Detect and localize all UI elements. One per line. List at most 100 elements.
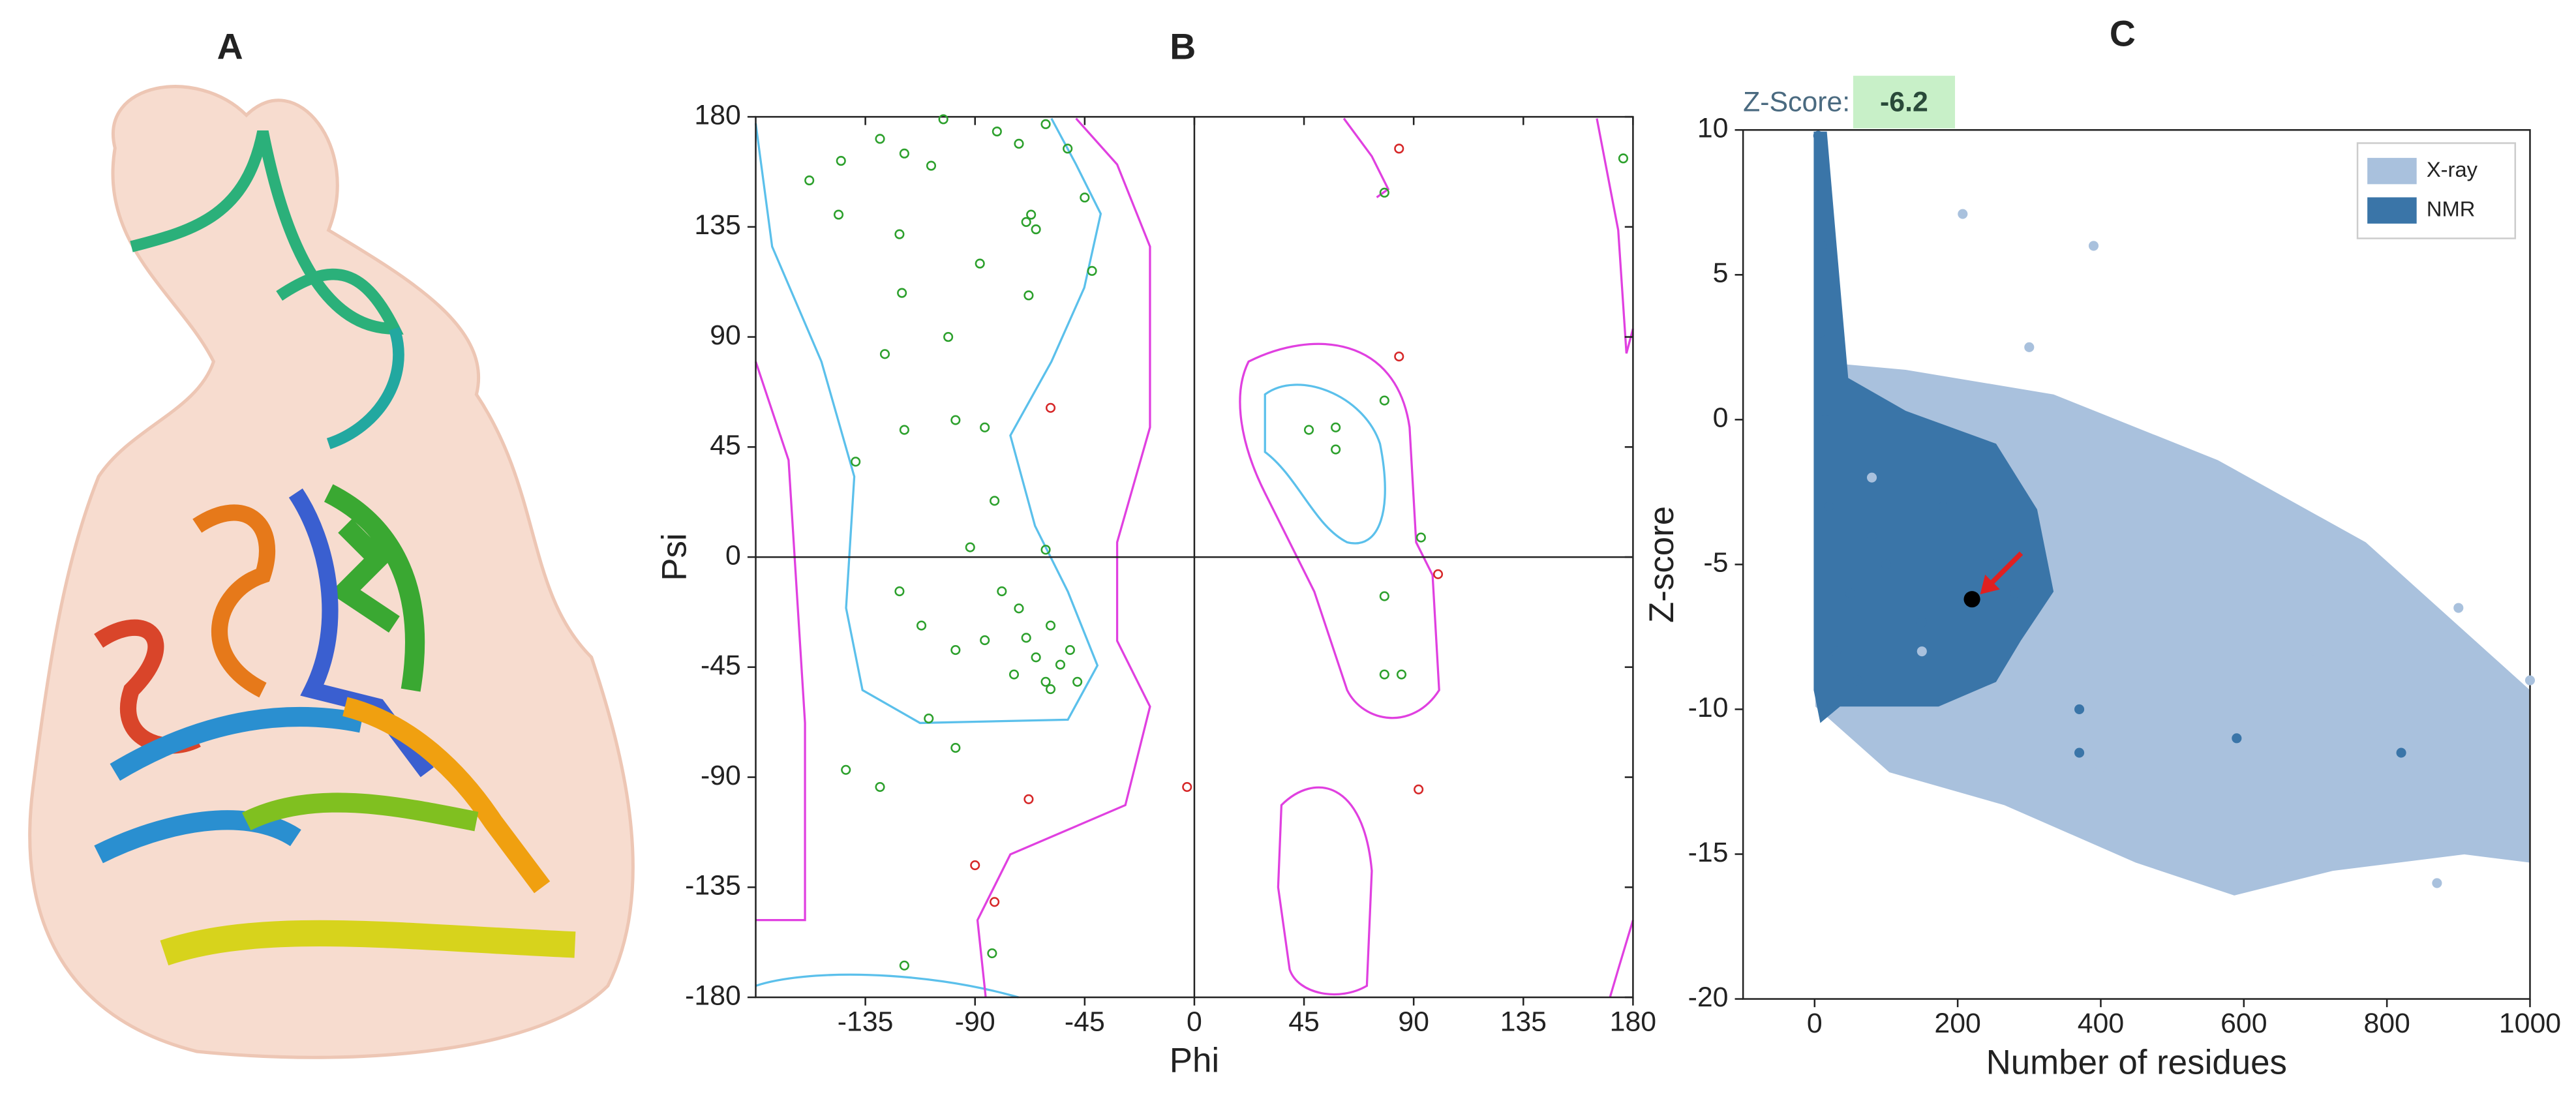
data-point (2275, 864, 2285, 874)
data-point (1023, 794, 1034, 804)
data-point (851, 457, 861, 467)
data-point (1416, 532, 1426, 543)
data-point (899, 425, 909, 435)
data-point (1021, 217, 1031, 227)
helix (242, 792, 479, 832)
data-point (980, 635, 990, 646)
loop (326, 327, 404, 449)
data-point (987, 948, 997, 959)
density-clouds (1813, 131, 2530, 896)
y-tick-label: -90 (701, 760, 741, 791)
data-point (1958, 209, 1968, 219)
data-point (1866, 472, 1877, 483)
data-point (992, 127, 1002, 137)
data-point (1014, 138, 1024, 149)
allowed-region (1277, 786, 1373, 996)
data-point (970, 860, 980, 871)
ramachandran-regions (754, 117, 1634, 999)
data-point (1379, 395, 1389, 406)
plot-frame (755, 115, 1634, 999)
data-point (924, 714, 934, 724)
y-tick-label: 45 (710, 430, 741, 461)
x-tick-label: 90 (1398, 1006, 1429, 1038)
data-point (2310, 646, 2321, 657)
data-point (894, 229, 905, 239)
x-tick-label: 180 (1610, 1006, 1656, 1038)
data-point (1866, 530, 1877, 541)
data-point (1917, 617, 1927, 627)
data-point (1820, 414, 1830, 425)
data-point (1813, 130, 1823, 141)
allowed-region (1596, 118, 1634, 354)
data-point (1021, 633, 1031, 643)
data-point (894, 586, 905, 597)
data-point (965, 542, 975, 552)
data-point (1031, 652, 1041, 663)
y-tick-label: 0 (1713, 402, 1729, 434)
y-tick-label: -10 (1688, 692, 1729, 723)
x-tick-label: 45 (1288, 1006, 1320, 1038)
plot-frame (1742, 129, 2531, 1000)
legend-swatch (2367, 197, 2417, 224)
helix (324, 484, 425, 692)
data-point (1379, 591, 1389, 601)
score-box (1853, 76, 1956, 128)
x-tick-label: 0 (1807, 1008, 1823, 1039)
data-point (2239, 481, 2249, 492)
data-point (943, 332, 954, 342)
data-point (1072, 676, 1083, 687)
data-point (2510, 820, 2521, 830)
data-point (2432, 878, 2442, 888)
y-tick-label: 10 (1697, 113, 1729, 144)
data-point (2353, 791, 2363, 802)
data-point (2088, 241, 2099, 251)
data-point (1831, 646, 1841, 657)
data-point (2396, 747, 2406, 758)
data-point (1040, 119, 1051, 129)
data-point (1618, 153, 1628, 164)
protein-illustration: A (28, 26, 635, 1059)
data-point (2253, 704, 2264, 715)
data-point (1379, 187, 1389, 198)
data-point (875, 781, 885, 792)
x-axis-label: Number of residues (1986, 1043, 2287, 1081)
data-point (1815, 327, 1826, 338)
data-point (1432, 569, 1444, 579)
data-point (926, 160, 937, 171)
allowed-region (1609, 920, 1634, 998)
y-tick-label: -15 (1688, 837, 1729, 868)
data-point (997, 586, 1007, 597)
data-point (950, 645, 961, 656)
score-value: -6.2 (1880, 86, 1928, 117)
data-point (1023, 290, 1034, 301)
y-tick-label: -135 (685, 870, 741, 901)
data-point (1917, 646, 1927, 657)
data-point (1026, 209, 1037, 220)
x-tick-label: -45 (1065, 1006, 1105, 1038)
data-point (2095, 762, 2106, 772)
data-point (1008, 669, 1020, 680)
data-point (2053, 530, 2063, 541)
data-point (1824, 704, 1834, 715)
data-point (879, 349, 890, 359)
favored-region (1264, 384, 1386, 545)
data-point (841, 764, 851, 775)
data-point (950, 742, 961, 753)
data-point (875, 134, 885, 144)
data-point (1303, 425, 1314, 435)
data-point (1394, 143, 1404, 154)
y-tick-label: 135 (694, 209, 740, 241)
data-point (1087, 265, 1097, 276)
y-tick-label: 90 (710, 320, 741, 351)
data-point (1182, 781, 1192, 792)
data-point (1065, 645, 1075, 656)
x-axis-label: Phi (1170, 1042, 1219, 1080)
helix (192, 504, 276, 698)
allowed-region (1342, 117, 1390, 198)
data-point (1040, 676, 1051, 687)
data-point (950, 415, 961, 425)
helix (342, 697, 551, 894)
legend-label: NMR (2427, 196, 2476, 220)
